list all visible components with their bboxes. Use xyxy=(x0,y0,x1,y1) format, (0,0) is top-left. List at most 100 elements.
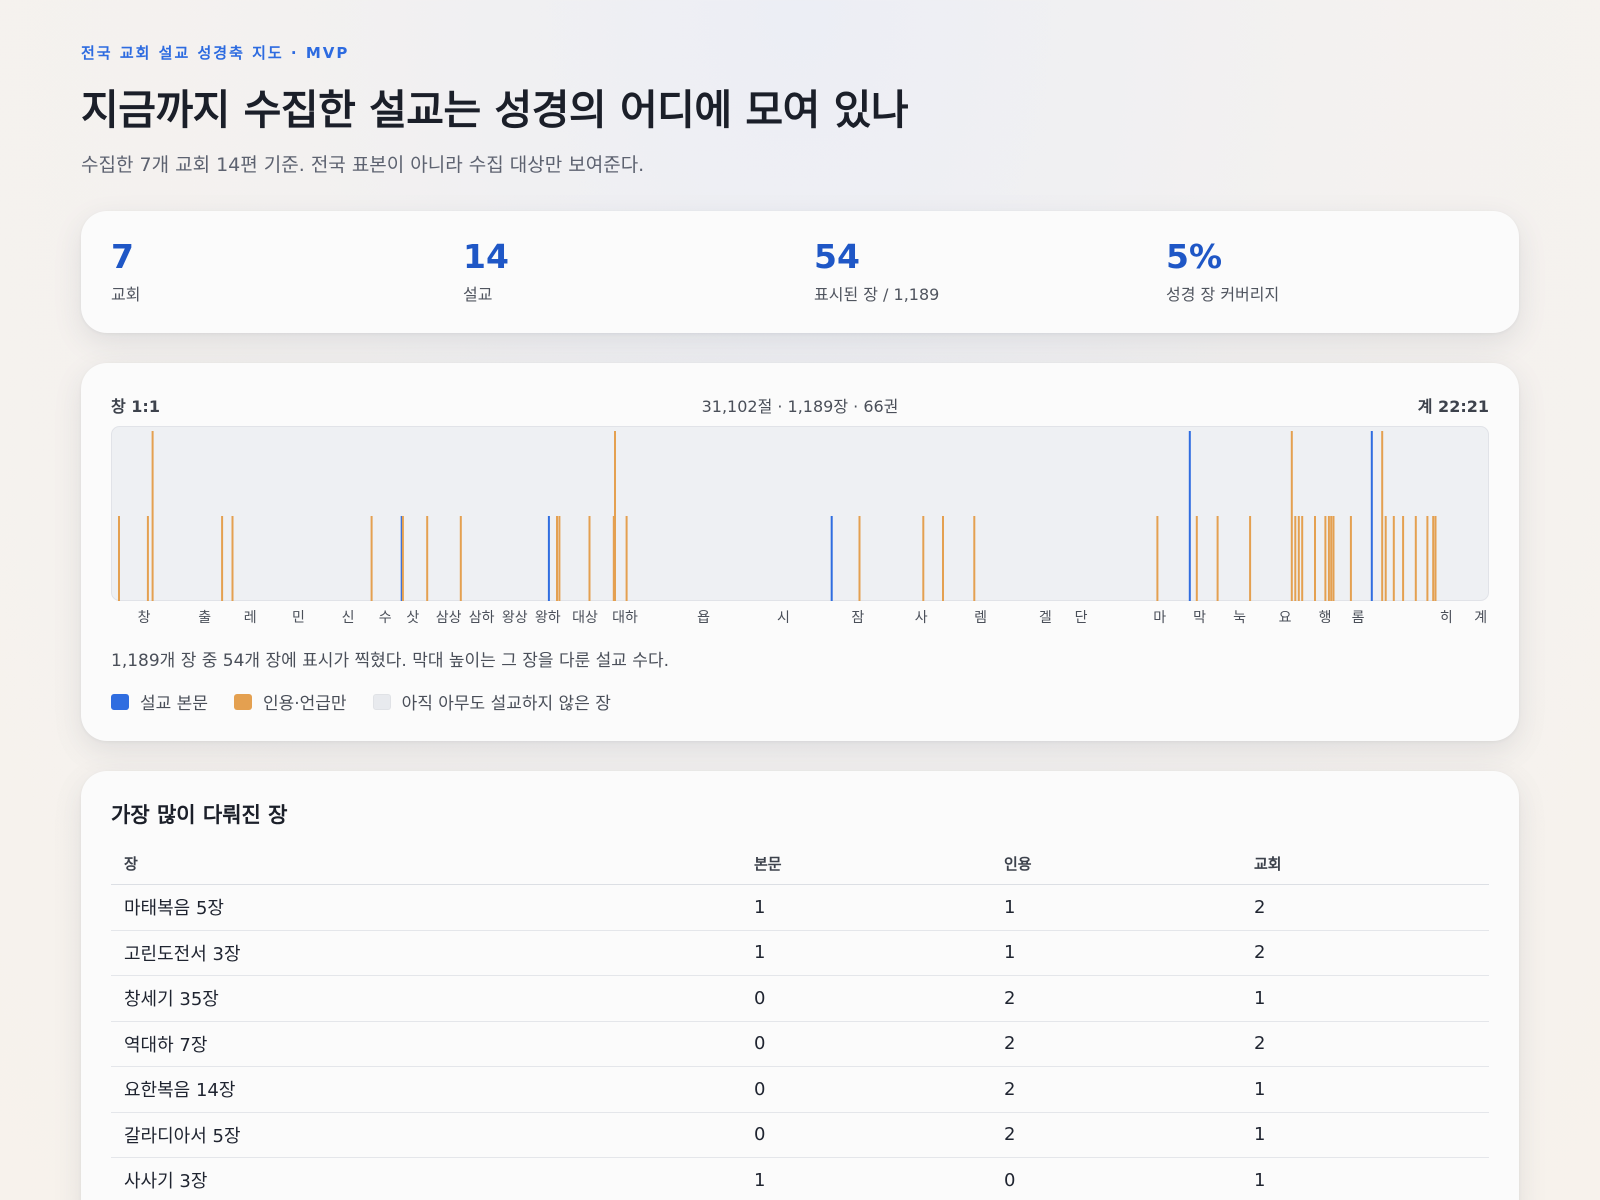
chapter-bar[interactable] xyxy=(858,516,861,601)
chapter-bar[interactable] xyxy=(1330,516,1333,601)
cell-citation: 1 xyxy=(1004,942,1016,964)
table-header-row: 장 본문 인용 교회 xyxy=(111,843,1489,885)
chapter-bar[interactable] xyxy=(830,516,833,601)
book-tick-label: 대상 xyxy=(572,610,598,626)
legend-item-unpreached: 아직 아무도 설교하지 않은 장 xyxy=(372,689,611,714)
chapter-bar[interactable] xyxy=(426,516,429,601)
chapter-bar[interactable] xyxy=(1370,431,1373,601)
book-tick-label: 대하 xyxy=(612,610,638,626)
chapter-bar[interactable] xyxy=(1314,516,1316,601)
table-row[interactable]: 마태복음 5장 1 1 2 xyxy=(111,885,1489,931)
chapter-bar[interactable] xyxy=(614,431,616,601)
chapter-bar[interactable] xyxy=(1290,431,1293,601)
stat-churches: 7 교회 xyxy=(111,238,140,305)
chapter-bar[interactable] xyxy=(1301,516,1304,601)
cell-text: 0 xyxy=(754,1033,766,1055)
legend-label: 인용·언급만 xyxy=(262,694,347,714)
chapter-bar[interactable] xyxy=(1156,516,1159,601)
chapter-bar[interactable] xyxy=(1381,431,1384,601)
table-row[interactable]: 고린도전서 3장 1 1 2 xyxy=(111,931,1489,976)
table-title: 가장 많이 다뤄진 장 xyxy=(111,803,288,827)
cell-text: 0 xyxy=(754,1078,766,1100)
column-header-churches[interactable]: 교회 xyxy=(1254,855,1282,873)
table-row[interactable]: 역대하 7장 0 2 2 xyxy=(111,1022,1489,1067)
chapter-bar[interactable] xyxy=(547,516,550,601)
chapter-bar[interactable] xyxy=(1327,516,1330,601)
cell-churches: 2 xyxy=(1254,1033,1266,1055)
stat-value: 54 xyxy=(814,237,860,276)
chapter-bar[interactable] xyxy=(1249,516,1252,601)
chart-bars xyxy=(118,431,1437,601)
book-tick-label: 민 xyxy=(291,610,305,626)
book-tick-label: 렘 xyxy=(974,610,987,626)
page-subtitle: 수집한 7개 교회 14편 기준. 전국 표본이 아니라 수집 대상만 보여준다… xyxy=(81,154,645,176)
column-header-citation[interactable]: 인용 xyxy=(1004,855,1032,873)
cell-citation: 2 xyxy=(1004,1033,1016,1055)
cell-chapter: 고린도전서 3장 xyxy=(124,943,241,965)
table-row[interactable]: 사사기 3장 1 0 1 xyxy=(111,1158,1489,1200)
bible-axis-chart[interactable] xyxy=(111,426,1489,601)
chapter-bar[interactable] xyxy=(400,516,403,601)
chapter-bar[interactable] xyxy=(1402,516,1405,601)
chapter-bar[interactable] xyxy=(1294,516,1297,601)
book-tick-label: 왕상 xyxy=(501,610,528,626)
chapter-bar[interactable] xyxy=(151,431,154,601)
chapter-bar[interactable] xyxy=(1426,516,1429,601)
chapter-bar[interactable] xyxy=(146,516,149,601)
chapter-bar[interactable] xyxy=(556,516,558,601)
cell-citation: 2 xyxy=(1004,987,1016,1009)
chapter-bar[interactable] xyxy=(588,516,591,601)
chapter-bar[interactable] xyxy=(118,516,120,601)
cell-chapter: 갈라디아서 5장 xyxy=(124,1125,241,1147)
column-header-text[interactable]: 본문 xyxy=(754,855,782,873)
book-tick-label: 사 xyxy=(914,610,928,626)
chapter-bar[interactable] xyxy=(1414,516,1417,601)
chapter-bar[interactable] xyxy=(942,516,944,601)
column-header-chapter[interactable]: 장 xyxy=(124,855,138,873)
stat-coverage: 5% 성경 장 커버리지 xyxy=(1166,238,1279,305)
stat-label: 표시된 장 / 1,189 xyxy=(814,285,940,305)
chapter-bar[interactable] xyxy=(625,516,628,601)
book-tick-label: 히 xyxy=(1439,610,1453,626)
chapter-bar[interactable] xyxy=(221,516,224,601)
chapter-bar[interactable] xyxy=(1432,516,1435,601)
chapter-bar[interactable] xyxy=(459,516,462,601)
chapter-bar[interactable] xyxy=(1297,516,1300,601)
chapter-bar[interactable] xyxy=(1384,516,1387,601)
stat-value: 14 xyxy=(463,237,509,276)
chapter-bar[interactable] xyxy=(1349,516,1352,601)
chapter-bar[interactable] xyxy=(1216,516,1219,601)
chapter-bar[interactable] xyxy=(922,516,925,601)
cell-citation: 1 xyxy=(1004,896,1016,918)
book-tick-label: 삿 xyxy=(406,610,420,626)
table-row[interactable]: 갈라디아서 5장 0 2 1 xyxy=(111,1113,1489,1158)
table-row[interactable]: 창세기 35장 0 2 1 xyxy=(111,976,1489,1022)
table-row[interactable]: 요한복음 14장 0 2 1 xyxy=(111,1067,1489,1113)
chart-note: 1,189개 장 중 54개 장에 표시가 찍혔다. 막대 높이는 그 장을 다… xyxy=(111,651,669,671)
chapter-bar[interactable] xyxy=(231,516,234,601)
chapter-bar[interactable] xyxy=(401,516,404,601)
chapter-bar[interactable] xyxy=(973,516,976,601)
stat-label: 설교 xyxy=(463,285,493,305)
chapter-bar[interactable] xyxy=(1324,516,1327,601)
cell-churches: 2 xyxy=(1254,942,1266,964)
chapter-bar[interactable] xyxy=(370,516,373,601)
cell-churches: 2 xyxy=(1254,896,1266,918)
cell-citation: 2 xyxy=(1004,1124,1016,1146)
chapter-bar[interactable] xyxy=(558,516,561,601)
book-axis: 창 출 레 민 신 수 삿 삼상 삼하 왕상 왕하 대상 대하 욥 시 잠 사 렘 겔 단 마 막 눅 요 행 롬 히 계 xyxy=(111,607,1489,627)
chapter-bar[interactable] xyxy=(1434,516,1437,601)
book-tick-label: 요 xyxy=(1278,610,1292,626)
eyebrow: 전국 교회 설교 성경축 지도 · MVP xyxy=(81,44,350,62)
book-tick-label: 마 xyxy=(1153,610,1167,626)
chapter-bar[interactable] xyxy=(1332,516,1335,601)
top-chapters-card: 가장 많이 다뤄진 장 장 본문 인용 교회 마태복음 5장 1 1 2 고린도전서 3… xyxy=(81,771,1519,1200)
legend-swatch xyxy=(111,693,129,710)
top-chapters-table: 장 본문 인용 교회 마태복음 5장 1 1 2 고린도전서 3장 1 1 2 창세기 35장 0… xyxy=(111,843,1489,1200)
chapter-bar[interactable] xyxy=(612,516,615,601)
chapter-bar[interactable] xyxy=(1195,516,1198,601)
book-tick-label: 행 xyxy=(1318,610,1332,626)
book-tick-label: 레 xyxy=(243,610,257,626)
chapter-bar[interactable] xyxy=(1188,431,1191,601)
chapter-bar[interactable] xyxy=(1392,516,1395,601)
